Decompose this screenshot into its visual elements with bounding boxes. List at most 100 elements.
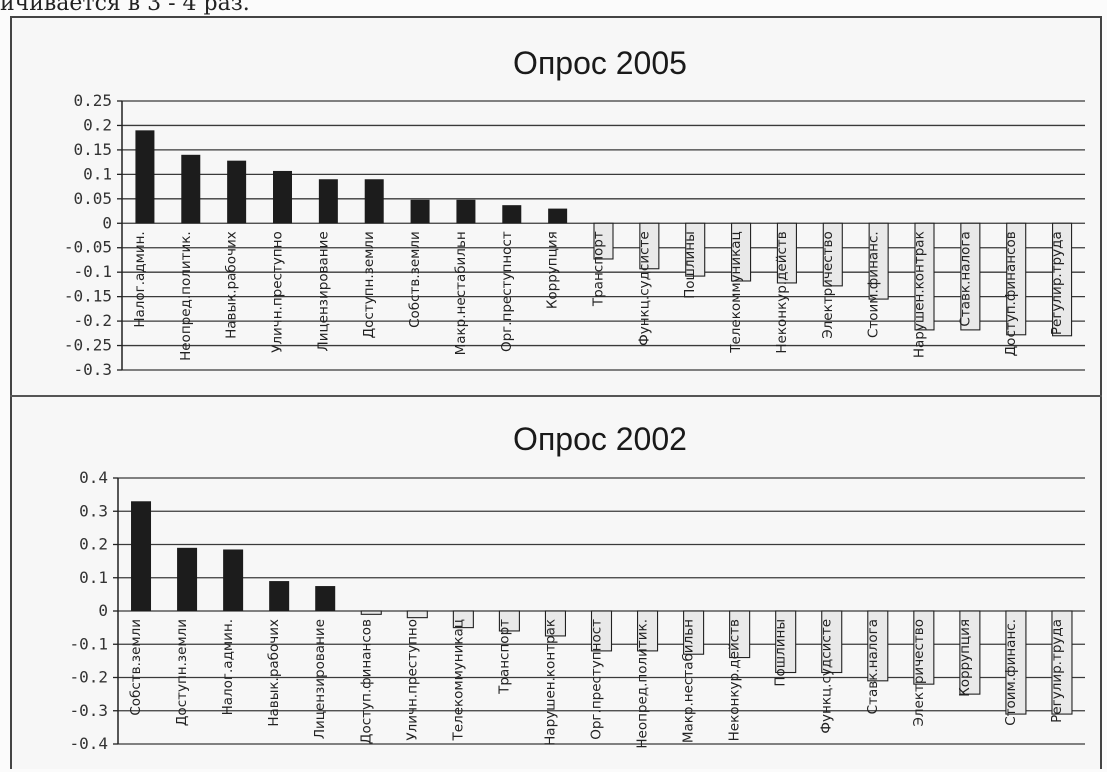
x-tick-label: Функц.судсисте: [636, 231, 652, 346]
bar: [775, 610, 797, 674]
y-tick-label: 0.05: [73, 189, 112, 208]
x-tick-label: Телекоммуникац: [728, 231, 744, 353]
bar: [914, 222, 935, 331]
bar: [731, 222, 752, 282]
x-tick-label: Неконкур.действ: [727, 619, 743, 741]
bar: [1052, 222, 1073, 337]
bar: [683, 610, 705, 655]
y-tick-label: -0.05: [64, 238, 112, 257]
bar: [544, 610, 567, 637]
bar: [318, 179, 338, 224]
x-tick-label: Навык.рабочих: [266, 619, 282, 727]
bar: [456, 199, 476, 224]
y-tick-label: 0.25: [73, 91, 112, 110]
y-tick-label: 0.15: [73, 140, 112, 159]
x-tick-label: Неопред.политик.: [635, 619, 651, 749]
bar: [593, 222, 614, 260]
bar: [135, 130, 155, 224]
y-tick-label: 0: [102, 213, 112, 232]
x-tick-label: Лицензирование: [312, 619, 328, 739]
bars: [135, 130, 1073, 337]
bar: [1005, 610, 1027, 715]
x-axis: Собств.земли Доступн.земли Налог.админ. Нав…: [128, 619, 1065, 749]
bar: [822, 222, 843, 287]
chart-title: Опрос 2005: [513, 45, 687, 81]
x-tick-label: Коррупция: [957, 619, 973, 697]
y-tick-label: 0.4: [79, 468, 108, 487]
x-tick-label: Регулир.труда: [1049, 231, 1065, 335]
y-tick-label: -0.3: [73, 360, 112, 379]
x-tick-label: Электричество: [820, 231, 836, 339]
x-tick-label: Доступн.земли: [174, 619, 190, 726]
bar: [273, 170, 292, 224]
bars: [131, 501, 1073, 715]
bar: [502, 205, 522, 224]
bar: [548, 208, 568, 224]
y-tick-label: -0.3: [69, 701, 108, 720]
x-tick-label: Навык.рабочих: [224, 231, 240, 339]
bar: [868, 222, 889, 300]
x-tick-label: Ставк.налога: [957, 231, 973, 326]
bar: [498, 610, 520, 632]
bar: [639, 222, 660, 270]
x-tick-label: Электричество: [911, 619, 927, 727]
x-tick-label: Лицензирование: [315, 231, 331, 351]
x-axis: Налог.админ. Неопред.политик. Навык.рабочи…: [132, 231, 1065, 361]
bar: [729, 610, 751, 659]
bar: [452, 610, 474, 629]
x-tick-label: Доступ.финансов: [358, 619, 374, 744]
x-tick-label: Телекоммуникац: [450, 619, 466, 741]
y-tick-label: -0.25: [64, 336, 112, 355]
bar: [360, 610, 382, 615]
bar: [177, 547, 198, 611]
y-tick-label: -0.1: [69, 634, 108, 653]
x-tick-label: Неопред.политик.: [178, 231, 194, 361]
x-tick-label: Транспорт: [591, 231, 607, 307]
x-tick-label: Доступ.финансов: [1003, 231, 1019, 356]
y-tick-label: -0.2: [73, 311, 112, 330]
x-tick-label: Стоим.финанс.: [866, 231, 882, 338]
y-tick-label: 0.1: [79, 568, 108, 587]
bar: [636, 610, 659, 652]
x-tick-label: Коррупция: [545, 231, 561, 309]
bar: [1051, 610, 1073, 715]
y-tick-label: 0: [98, 601, 108, 620]
bar: [269, 581, 290, 611]
x-tick-label: Орг.преступност: [499, 231, 515, 352]
page-top-text: ичивается в 3 - 4 раз.: [0, 0, 250, 16]
x-tick-label: Нарушен.контрак: [542, 619, 558, 746]
bar: [364, 179, 384, 224]
bar: [315, 586, 336, 611]
bar: [227, 160, 247, 224]
x-tick-label: Функц.судсисте: [819, 619, 835, 734]
x-tick-label: Транспорт: [496, 619, 512, 695]
y-tick-label: 0.3: [79, 501, 108, 520]
bar: [590, 610, 613, 652]
bar: [913, 610, 935, 685]
x-tick-label: Налог.админ.: [220, 619, 236, 715]
chart-title: Опрос 2002: [513, 421, 687, 457]
x-tick-label: Собств.земли: [407, 231, 423, 328]
x-tick-label: Налог.админ.: [132, 231, 148, 327]
bar: [867, 610, 889, 682]
x-tick-label: Регулир.труда: [1049, 619, 1065, 723]
bar: [223, 549, 244, 611]
bar: [406, 610, 428, 619]
bar: [181, 154, 201, 224]
y-tick-label: -0.2: [69, 668, 108, 687]
charts-divider: [10, 395, 1102, 397]
y-tick-label: 0.2: [83, 115, 112, 134]
x-tick-label: Орг.преступност: [589, 619, 605, 740]
chart-survey-2002: Опрос 2002 0.4 0.3 0.2 0.1 0 -0.1 -0.2 -0.3 -0.4 С…: [69, 421, 1085, 753]
bar: [131, 501, 152, 611]
x-tick-label: Уличн.преступно: [404, 619, 420, 741]
y-tick-label: -0.1: [73, 262, 112, 281]
x-tick-label: Уличн.преступно: [270, 231, 286, 353]
chart-survey-2005: Опрос 2005 0.25 0.2 0.15 0.1 0.05 0 -0.05 -0.1 -0…: [64, 45, 1085, 379]
bar: [685, 222, 706, 277]
x-tick-label: Неконкур.действ: [774, 231, 790, 353]
x-tick-label: Доступн.земли: [361, 231, 377, 338]
y-tick-label: 0.1: [83, 164, 112, 183]
x-tick-label: Стоим.финанс.: [1003, 619, 1019, 726]
y-tick-label: 0.2: [79, 535, 108, 554]
